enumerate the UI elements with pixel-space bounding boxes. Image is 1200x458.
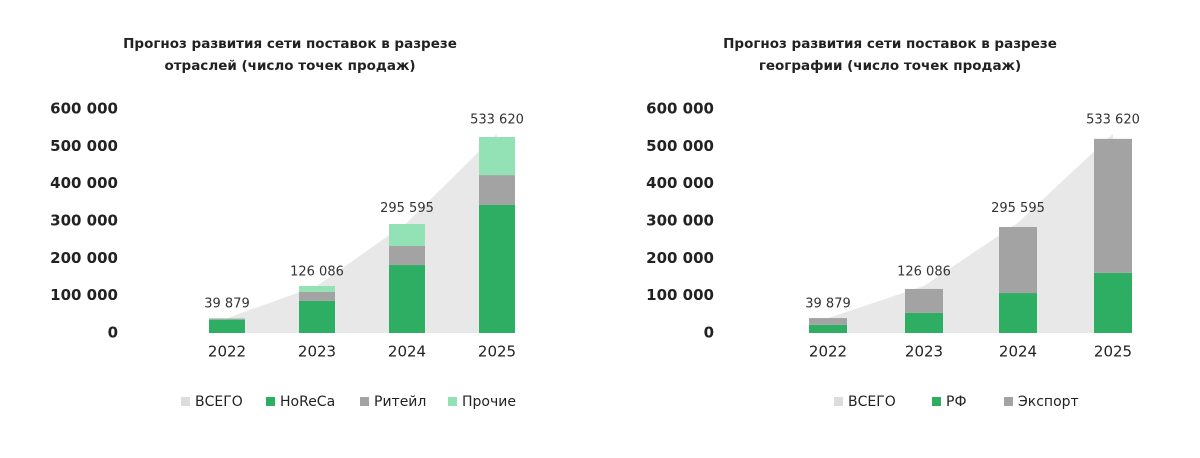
y-tick-label: 600 000 — [50, 100, 118, 118]
value-label: 126 086 — [897, 264, 951, 279]
x-tick-label: 2022 — [809, 343, 847, 361]
y-tick-label: 400 000 — [646, 174, 714, 192]
bar-segment — [389, 246, 425, 266]
value-label: 295 595 — [991, 201, 1045, 216]
bar-segment — [299, 285, 335, 292]
legend-label: ВСЕГО — [848, 394, 896, 410]
legend-swatch — [448, 397, 457, 406]
legend-label: Экспорт — [1018, 394, 1079, 410]
chart-title: Прогноз развития сети поставок в разрезе — [723, 36, 1057, 52]
y-tick-label: 200 000 — [646, 249, 714, 267]
legend-label: Прочие — [462, 394, 516, 410]
total-area — [828, 133, 1113, 333]
x-tick-label: 2023 — [298, 343, 336, 361]
x-tick-label: 2022 — [208, 343, 246, 361]
y-tick-label: 300 000 — [646, 212, 714, 230]
legend-swatch — [266, 397, 275, 406]
y-tick-label: 0 — [704, 324, 714, 342]
x-tick-label: 2023 — [905, 343, 943, 361]
bar-segment — [809, 318, 847, 325]
legend-swatch — [834, 397, 843, 406]
bar-segment — [389, 265, 425, 333]
bar-segment — [299, 291, 335, 301]
bar-segment — [479, 137, 515, 176]
bar-segment — [299, 300, 335, 333]
y-tick-label: 500 000 — [646, 137, 714, 155]
bar-segment — [209, 318, 245, 319]
y-tick-label: 400 000 — [50, 174, 118, 192]
chart-title: географии (число точек продаж) — [759, 58, 1021, 74]
legend-label: РФ — [946, 394, 967, 410]
value-label: 533 620 — [470, 112, 524, 127]
x-tick-label: 2024 — [999, 343, 1037, 361]
x-tick-label: 2024 — [388, 343, 426, 361]
value-label: 39 879 — [805, 297, 851, 312]
bar-segment — [809, 324, 847, 333]
legend-swatch — [181, 397, 190, 406]
y-tick-label: 100 000 — [50, 286, 118, 304]
bar-segment — [999, 293, 1037, 333]
legend-label: ВСЕГО — [195, 394, 243, 410]
y-tick-label: 300 000 — [50, 212, 118, 230]
total-area — [227, 133, 497, 333]
y-tick-label: 100 000 — [646, 286, 714, 304]
legend-swatch — [360, 397, 369, 406]
value-label: 39 879 — [204, 297, 250, 312]
bar-segment — [209, 318, 245, 320]
bar-segment — [479, 204, 515, 333]
value-label: 126 086 — [290, 264, 344, 279]
legend-swatch — [1004, 397, 1013, 406]
chart-title: отраслей (число точек продаж) — [164, 58, 415, 74]
value-label: 295 595 — [380, 201, 434, 216]
x-tick-label: 2025 — [1094, 343, 1132, 361]
bar-segment — [479, 175, 515, 205]
bar-segment — [1094, 272, 1132, 333]
bar-segment — [999, 226, 1037, 294]
bar-segment — [389, 223, 425, 247]
bar-segment — [905, 288, 943, 313]
y-tick-label: 600 000 — [646, 100, 714, 118]
y-tick-label: 0 — [108, 324, 118, 342]
chart-title: Прогноз развития сети поставок в разрезе — [123, 36, 457, 52]
bar-segment — [905, 312, 943, 333]
legend-label: Ритейл — [374, 394, 426, 410]
bar-segment — [1094, 138, 1132, 273]
y-tick-label: 200 000 — [50, 249, 118, 267]
y-tick-label: 500 000 — [50, 137, 118, 155]
value-label: 533 620 — [1086, 112, 1140, 127]
legend-swatch — [932, 397, 941, 406]
bar-segment — [209, 319, 245, 333]
legend-label: HoReCa — [280, 394, 335, 410]
x-tick-label: 2025 — [478, 343, 516, 361]
